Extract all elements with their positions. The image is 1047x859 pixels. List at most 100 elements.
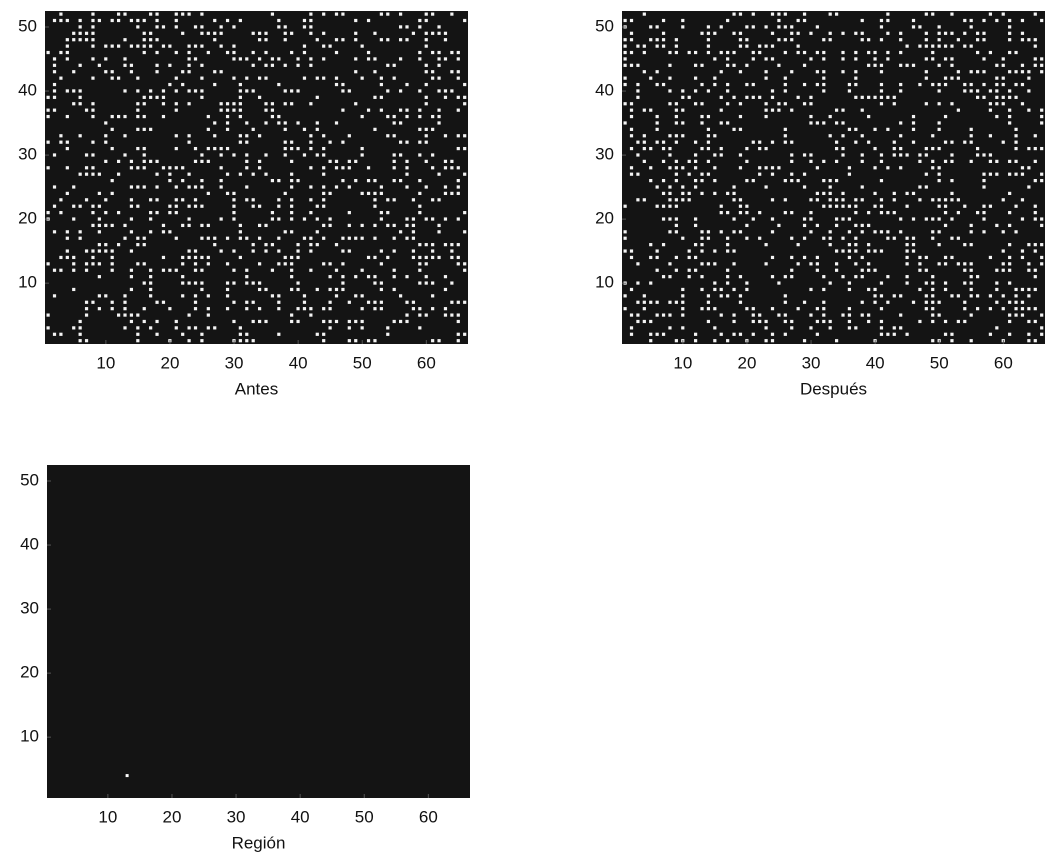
pixel <box>284 89 287 92</box>
pixel <box>643 109 646 112</box>
pixel <box>861 275 864 278</box>
pixel <box>662 160 665 163</box>
pixel <box>309 198 312 201</box>
pixel <box>457 339 460 342</box>
pixel <box>963 32 966 35</box>
pixel <box>688 173 691 176</box>
pixel <box>393 134 396 137</box>
pixel <box>85 269 88 272</box>
pixel <box>316 128 319 131</box>
pixel <box>938 166 941 169</box>
pixel <box>373 275 376 278</box>
pixel <box>91 77 94 80</box>
pixel <box>91 249 94 252</box>
pixel <box>91 153 94 156</box>
pixel <box>1002 307 1005 310</box>
pixel <box>393 77 396 80</box>
pixel <box>893 96 896 99</box>
pixel <box>739 38 742 41</box>
pixel <box>944 262 947 265</box>
x-tick-label: 20 <box>163 807 182 826</box>
pixel <box>418 211 421 214</box>
pixel <box>649 320 652 323</box>
pixel <box>880 70 883 73</box>
pixel <box>290 313 293 316</box>
pixel <box>899 121 902 124</box>
pixel <box>656 141 659 144</box>
pixel <box>1034 211 1037 214</box>
pixel <box>739 275 742 278</box>
pixel <box>873 301 876 304</box>
pixel <box>111 179 114 182</box>
pixel <box>149 128 152 131</box>
pixel <box>226 109 229 112</box>
x-tick-label: 30 <box>802 353 821 372</box>
pixel <box>123 307 126 310</box>
pixel <box>861 198 864 201</box>
pixel <box>624 38 627 41</box>
pixel <box>194 89 197 92</box>
pixel <box>130 269 133 272</box>
pixel <box>155 51 158 54</box>
pixel <box>91 262 94 265</box>
pixel <box>649 147 652 150</box>
pixel <box>732 128 735 131</box>
pixel <box>361 320 364 323</box>
pixel <box>963 243 966 246</box>
pixel <box>194 256 197 259</box>
pixel <box>765 102 768 105</box>
pixel <box>681 121 684 124</box>
pixel <box>393 320 396 323</box>
pixel <box>854 275 857 278</box>
pixel <box>668 198 671 201</box>
pixel <box>867 320 870 323</box>
pixel <box>797 243 800 246</box>
pixel <box>393 224 396 227</box>
pixel <box>668 147 671 150</box>
pixel <box>188 134 191 137</box>
pixel <box>431 307 434 310</box>
pixel <box>130 70 133 73</box>
pixel <box>694 333 697 336</box>
pixel <box>784 294 787 297</box>
pixel <box>373 192 376 195</box>
y-tick-label: 40 <box>18 81 37 100</box>
pixel <box>425 45 428 48</box>
pixel <box>624 121 627 124</box>
pixel <box>982 38 985 41</box>
pixel <box>765 320 768 323</box>
pixel <box>341 275 344 278</box>
pixel <box>143 153 146 156</box>
pixel <box>989 102 992 105</box>
pixel <box>457 313 460 316</box>
pixel <box>970 83 973 86</box>
pixel <box>867 141 870 144</box>
pixel <box>822 51 825 54</box>
pixel <box>707 147 710 150</box>
pixel <box>944 141 947 144</box>
pixel <box>348 301 351 304</box>
pixel <box>136 89 139 92</box>
pixel <box>636 301 639 304</box>
pixel <box>688 51 691 54</box>
pixel <box>861 224 864 227</box>
pixel <box>938 243 941 246</box>
pixel <box>681 313 684 316</box>
pixel <box>245 185 248 188</box>
pixel <box>624 19 627 22</box>
pixel <box>745 211 748 214</box>
pixel <box>803 339 806 342</box>
pixel <box>329 320 332 323</box>
pixel <box>662 147 665 150</box>
pixel <box>341 38 344 41</box>
pixel <box>784 13 787 16</box>
pixel <box>277 237 280 240</box>
pixel <box>982 185 985 188</box>
pixel <box>880 198 883 201</box>
pixel <box>463 134 466 137</box>
pixel <box>681 288 684 291</box>
pixel <box>906 262 909 265</box>
pixel <box>771 141 774 144</box>
pixel <box>925 70 928 73</box>
pixel <box>412 256 415 259</box>
